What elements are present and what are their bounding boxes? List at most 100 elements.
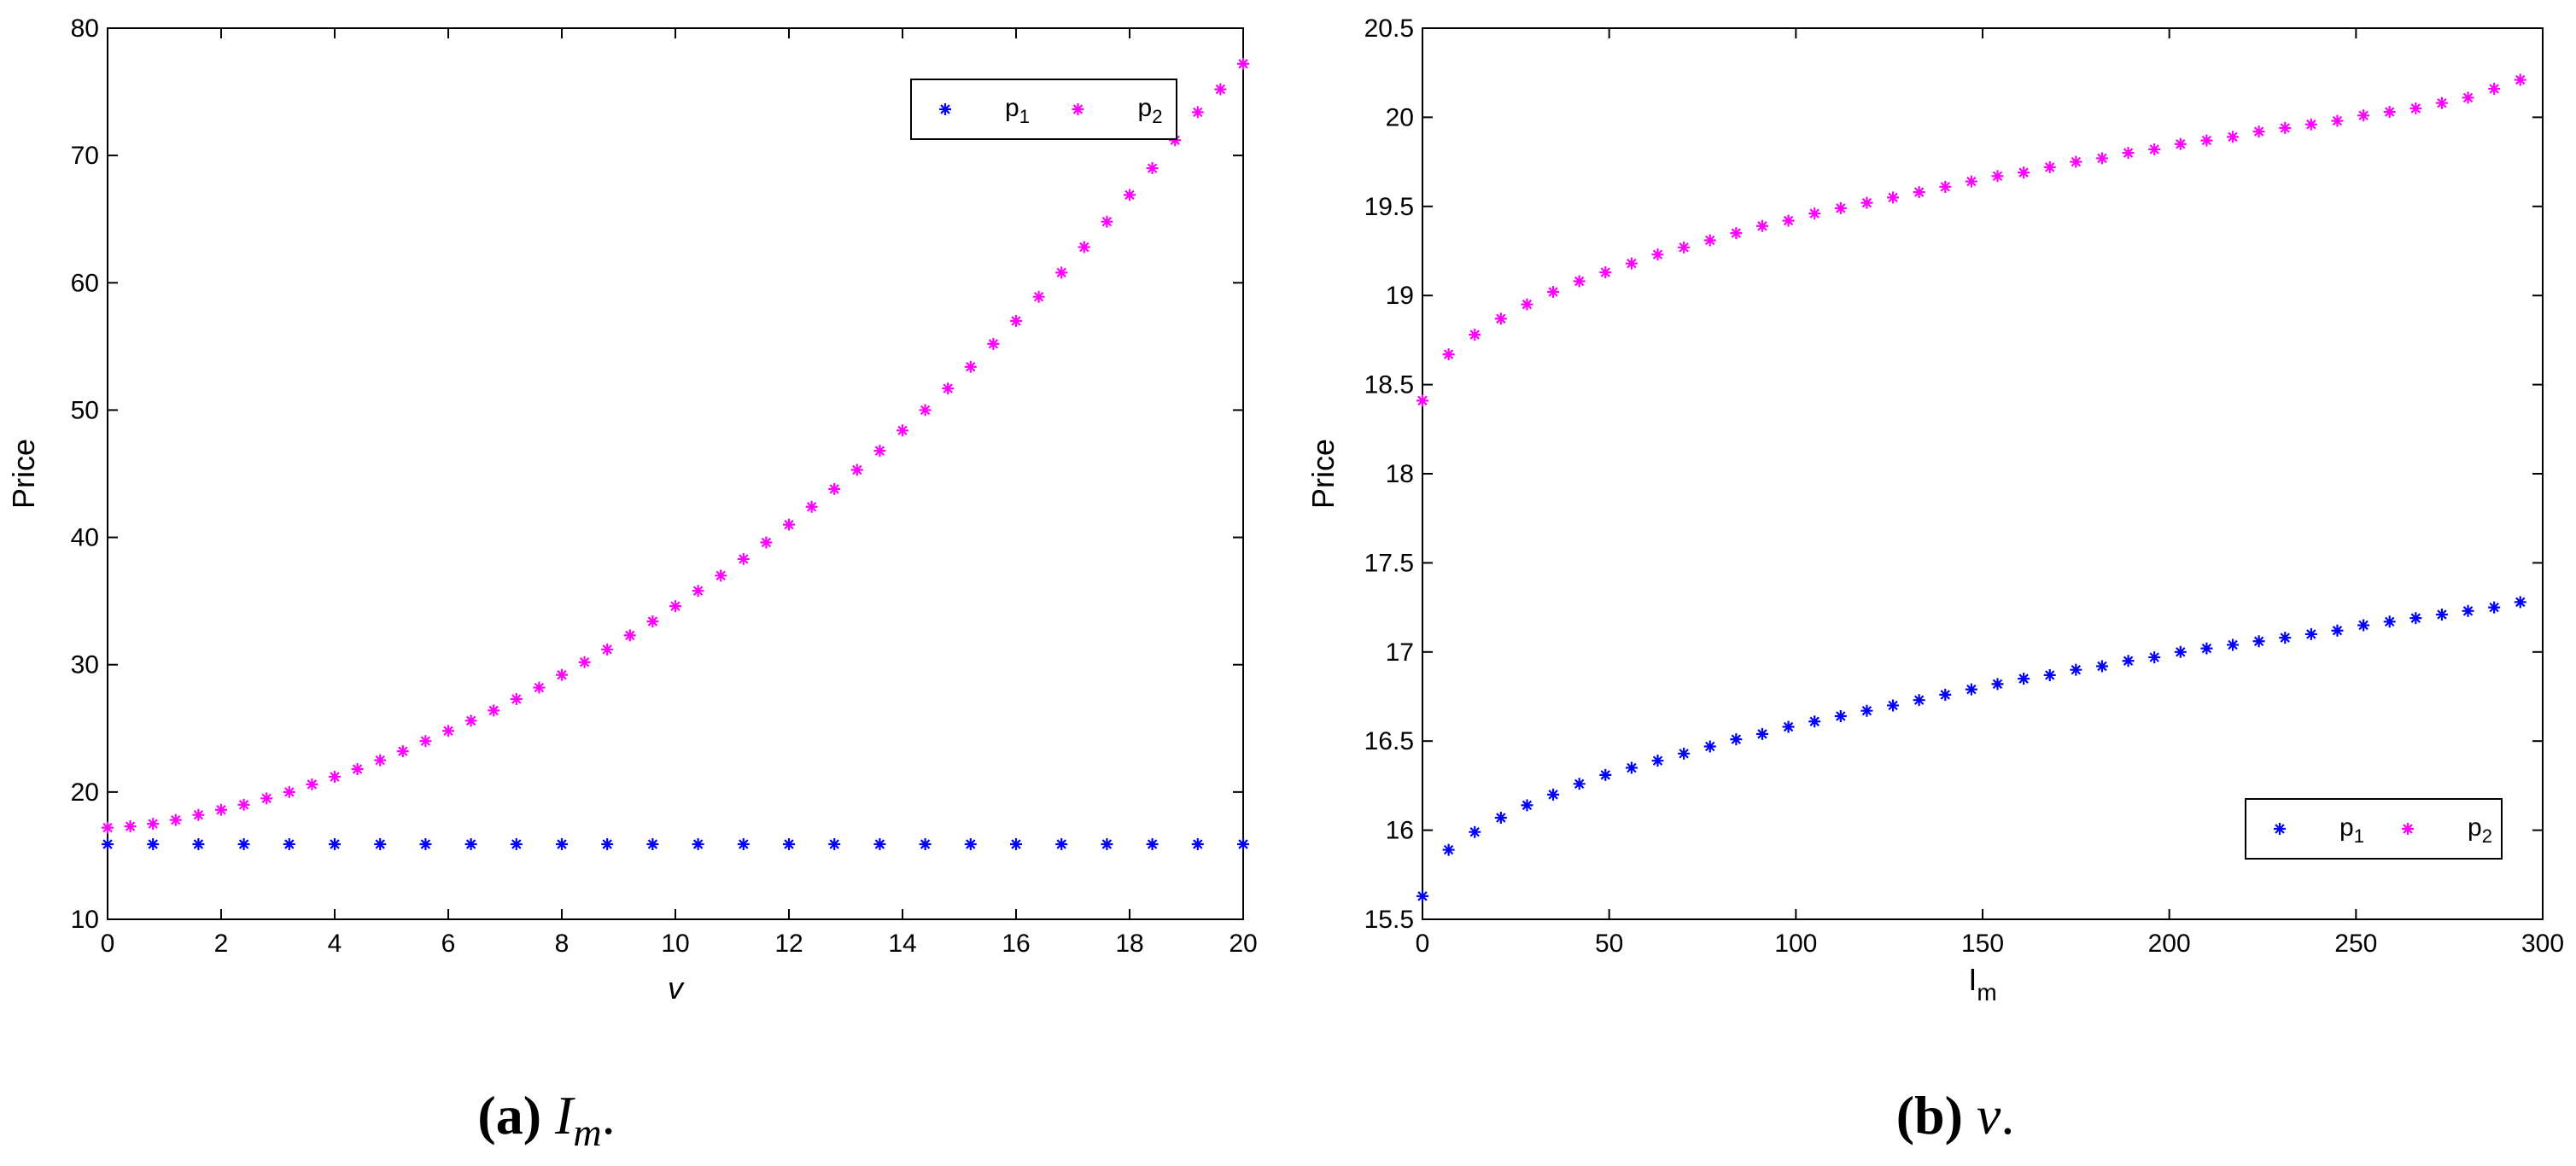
data-point-p2: [1055, 266, 1068, 279]
y-tick-label: 16: [1386, 817, 1414, 845]
legend-label-subscript: 2: [1152, 106, 1162, 127]
data-point-p1: [1887, 699, 1900, 712]
data-point-p2: [215, 803, 227, 816]
data-point-p2: [897, 424, 908, 437]
data-point-p2: [2488, 82, 2501, 95]
data-point-p2: [601, 643, 614, 656]
data-point-p2: [1101, 215, 1113, 228]
data-point-p2: [692, 585, 704, 598]
data-point-p2: [964, 360, 977, 373]
data-point-p1: [646, 838, 659, 851]
data-point-p2: [1913, 186, 1925, 199]
y-tick-label: 70: [71, 142, 99, 170]
data-point-p1: [1442, 843, 1455, 856]
y-tick-label: 19: [1386, 282, 1414, 310]
data-point-p1: [2148, 651, 2161, 664]
data-point-p2: [737, 552, 750, 565]
data-point-p1: [1599, 768, 1612, 781]
data-point-p2: [237, 798, 250, 811]
x-axis-label: Im: [1968, 962, 1996, 1006]
data-point-p2: [1547, 286, 1560, 299]
data-point-p1: [283, 838, 295, 851]
data-point-p1: [1782, 720, 1795, 733]
caption-end: .: [602, 1085, 616, 1146]
data-point-p1: [2018, 673, 2030, 685]
y-tick-label: 18: [1386, 460, 1414, 488]
data-point-p2: [760, 536, 773, 549]
x-tick-label: 6: [441, 930, 456, 958]
data-point-p2: [1991, 170, 2004, 183]
data-point-p2: [669, 600, 681, 613]
data-point-p1: [1730, 733, 1743, 746]
data-point-p2: [124, 820, 137, 833]
data-point-p2: [2304, 118, 2317, 131]
y-tick-label: 50: [71, 396, 99, 424]
data-point-p2: [1730, 227, 1743, 240]
data-point-p1: [2043, 668, 2056, 681]
data-point-p2: [533, 681, 546, 694]
data-point-p2: [2383, 106, 2396, 119]
data-point-p2: [1834, 201, 1847, 214]
data-point-p2: [2410, 102, 2422, 114]
data-point-p1: [1191, 838, 1204, 851]
data-point-p1: [2462, 604, 2474, 617]
data-point-p2: [283, 785, 295, 798]
y-tick-label: 10: [71, 906, 99, 934]
data-point-p2: [2252, 125, 2265, 138]
data-point-p2: [2279, 121, 2292, 134]
data-point-p2: [169, 813, 182, 826]
x-tick-label: 12: [774, 930, 803, 958]
data-point-p1: [1055, 838, 1068, 851]
data-point-p2: [2095, 152, 2108, 165]
y-tick-label: 17.5: [1364, 549, 1414, 577]
data-point-p1: [419, 838, 432, 851]
caption-symbol: I: [554, 1085, 575, 1146]
caption-label: (b): [1896, 1085, 1977, 1146]
data-point-p2: [488, 704, 500, 717]
data-point-p1: [2304, 627, 2317, 640]
data-point-p1: [692, 838, 704, 851]
caption-end: .: [2001, 1085, 2014, 1146]
x-tick-label: 200: [2148, 930, 2191, 958]
data-point-p2: [2227, 131, 2240, 143]
data-point-p1: [147, 838, 160, 851]
data-point-p2: [147, 818, 160, 831]
y-axis-label: Price: [1306, 439, 1341, 509]
data-point-p1: [2070, 663, 2082, 676]
data-point-p1: [102, 838, 114, 851]
data-point-p1: [2435, 608, 2448, 621]
data-point-p1: [601, 838, 614, 851]
data-point-p2: [442, 725, 454, 737]
y-tick-label: 18.5: [1364, 371, 1414, 399]
x-tick-label: 100: [1774, 930, 1817, 958]
data-point-p2: [1417, 394, 1428, 407]
data-point-p2: [2331, 114, 2344, 127]
legend-marker-p2: [2402, 823, 2414, 835]
data-point-p2: [2357, 109, 2370, 122]
data-point-p2: [987, 337, 1000, 350]
y-tick-label: 20: [1386, 103, 1414, 131]
data-point-p1: [2331, 624, 2344, 637]
data-point-p1: [1521, 799, 1533, 812]
data-point-p2: [1651, 248, 1664, 261]
data-point-p2: [1469, 329, 1481, 341]
data-point-p2: [1808, 207, 1821, 220]
data-point-p1: [2383, 615, 2396, 628]
y-tick-label: 40: [71, 524, 99, 552]
data-point-p2: [1214, 83, 1227, 96]
data-point-p2: [2435, 96, 2448, 109]
data-point-p2: [1887, 191, 1900, 204]
x-tick-label: 18: [1115, 930, 1143, 958]
y-tick-label: 20: [71, 778, 99, 807]
legend-label-subscript: 1: [2354, 825, 2364, 847]
legend-label-subscript: 1: [1019, 106, 1030, 127]
data-point-p1: [2514, 596, 2526, 609]
data-point-p1: [556, 838, 568, 851]
x-axis-label: v: [668, 971, 685, 1006]
data-point-p1: [2174, 645, 2187, 658]
data-point-p1: [1010, 838, 1022, 851]
series-p1: [1417, 596, 2526, 902]
x-tick-label: 50: [1595, 930, 1623, 958]
series-p1: [102, 838, 1249, 851]
data-point-p2: [2200, 134, 2213, 147]
